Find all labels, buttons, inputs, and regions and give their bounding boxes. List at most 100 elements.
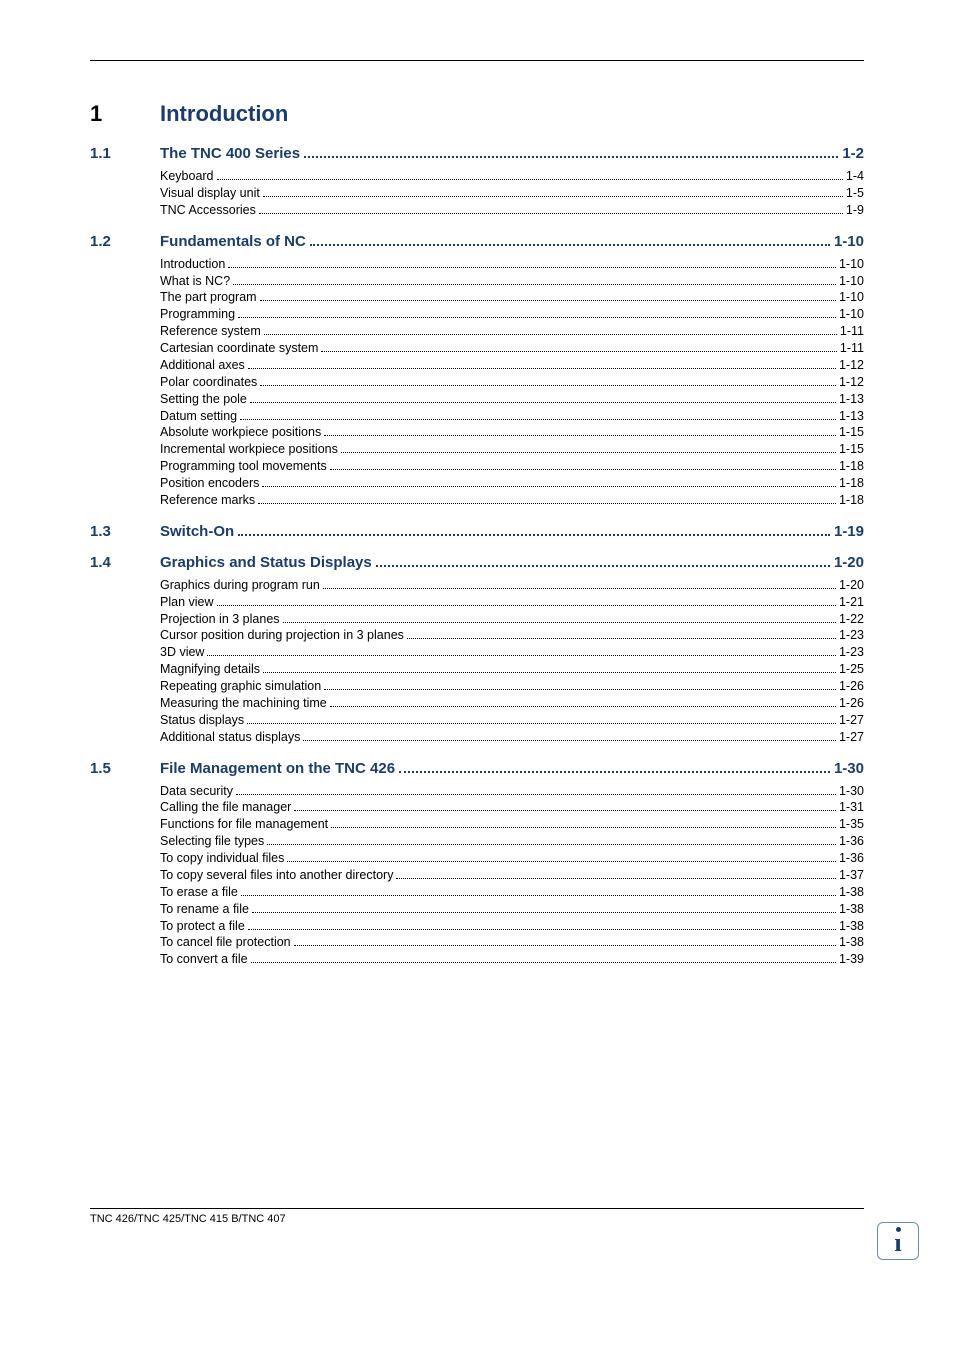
leader-dots	[263, 672, 836, 673]
table-of-contents: 1.1The TNC 400 Series1-2 Keyboard1-4Visua…	[90, 145, 864, 968]
entry-title: Plan view	[160, 594, 214, 611]
entry-page: 1-23	[839, 627, 864, 644]
leader-dots	[250, 402, 836, 403]
toc-entry[interactable]: What is NC?1-10	[160, 273, 864, 290]
toc-entry[interactable]: Cartesian coordinate system1-11	[160, 340, 864, 357]
toc-entry[interactable]: To protect a file1-38	[160, 918, 864, 935]
toc-entry[interactable]: Datum setting1-13	[160, 408, 864, 425]
section-page: 1-20	[834, 554, 864, 571]
entry-title: Repeating graphic simulation	[160, 678, 321, 695]
leader-dots	[330, 706, 836, 707]
toc-entry[interactable]: Calling the file manager1-31	[160, 799, 864, 816]
leader-dots	[233, 284, 836, 285]
entry-title: TNC Accessories	[160, 202, 256, 219]
toc-entry[interactable]: Plan view 1-21	[160, 594, 864, 611]
section-page: 1-19	[834, 523, 864, 540]
entry-page: 1-36	[839, 833, 864, 850]
entry-page: 1-5	[846, 185, 864, 202]
section-title: Graphics and Status Displays	[160, 554, 372, 571]
toc-entry[interactable]: Programming1-10	[160, 306, 864, 323]
toc-section: 1.5File Management on the TNC 4261-30Dat…	[90, 760, 864, 969]
entry-title: Measuring the machining time	[160, 695, 327, 712]
entry-page: 1-26	[839, 678, 864, 695]
leader-dots	[321, 351, 837, 352]
toc-entry[interactable]: To rename a file1-38	[160, 901, 864, 918]
toc-entry[interactable]: Repeating graphic simulation 1-26	[160, 678, 864, 695]
entry-title: To erase a file	[160, 884, 238, 901]
entry-title: To copy individual files	[160, 850, 284, 867]
toc-entry[interactable]: Visual display unit 1-5	[160, 185, 864, 202]
toc-entry[interactable]: To cancel file protection1-38	[160, 934, 864, 951]
toc-entry[interactable]: To convert a file 1-39	[160, 951, 864, 968]
toc-entry[interactable]: Reference marks1-18	[160, 492, 864, 509]
toc-entry[interactable]: Additional axes1-12	[160, 357, 864, 374]
entry-page: 1-36	[839, 850, 864, 867]
section-row[interactable]: 1.1The TNC 400 Series1-2	[90, 145, 864, 162]
entry-page: 1-10	[839, 306, 864, 323]
toc-entry[interactable]: Absolute workpiece positions 1-15	[160, 424, 864, 441]
section-row[interactable]: 1.3Switch-On1-19	[90, 523, 864, 540]
entry-title: To protect a file	[160, 918, 245, 935]
entry-page: 1-39	[839, 951, 864, 968]
entry-title: Additional axes	[160, 357, 245, 374]
leader-dots	[217, 605, 836, 606]
toc-entry[interactable]: Magnifying details1-25	[160, 661, 864, 678]
toc-entry[interactable]: To erase a file1-38	[160, 884, 864, 901]
section-page: 1-2	[842, 145, 864, 162]
toc-entry[interactable]: Selecting file types1-36	[160, 833, 864, 850]
section-title: Fundamentals of NC	[160, 233, 306, 250]
leader-dots	[294, 810, 836, 811]
toc-entry[interactable]: Setting the pole1-13	[160, 391, 864, 408]
entry-title: Functions for file management	[160, 816, 328, 833]
toc-entry[interactable]: Functions for file management1-35	[160, 816, 864, 833]
entry-page: 1-30	[839, 783, 864, 800]
toc-entry[interactable]: 3D view1-23	[160, 644, 864, 661]
entry-title: Absolute workpiece positions	[160, 424, 321, 441]
entry-title: Programming tool movements	[160, 458, 327, 475]
section-row[interactable]: 1.4Graphics and Status Displays1-20	[90, 554, 864, 571]
entry-page: 1-9	[846, 202, 864, 219]
toc-entry[interactable]: To copy several files into another direc…	[160, 867, 864, 884]
toc-entry[interactable]: Additional status displays1-27	[160, 729, 864, 746]
toc-entry[interactable]: Polar coordinates1-12	[160, 374, 864, 391]
entry-page: 1-18	[839, 475, 864, 492]
toc-entry[interactable]: Introduction1-10	[160, 256, 864, 273]
section-title: File Management on the TNC 426	[160, 760, 395, 777]
toc-entry[interactable]: Incremental workpiece positions1-15	[160, 441, 864, 458]
toc-entry[interactable]: Measuring the machining time1-26	[160, 695, 864, 712]
toc-entry[interactable]: The part program1-10	[160, 289, 864, 306]
toc-entry[interactable]: To copy individual files 1-36	[160, 850, 864, 867]
entry-title: To rename a file	[160, 901, 249, 918]
entry-page: 1-21	[839, 594, 864, 611]
toc-entry[interactable]: Reference system1-11	[160, 323, 864, 340]
entry-page: 1-13	[839, 408, 864, 425]
section-title-wrap: Fundamentals of NC1-10	[160, 233, 864, 250]
toc-entry[interactable]: Projection in 3 planes1-22	[160, 611, 864, 628]
entry-page: 1-15	[839, 424, 864, 441]
toc-entry[interactable]: Data security1-30	[160, 783, 864, 800]
entry-page: 1-37	[839, 867, 864, 884]
entry-page: 1-22	[839, 611, 864, 628]
entry-title: To convert a file	[160, 951, 248, 968]
section-number: 1.2	[90, 233, 160, 250]
entry-title: Visual display unit	[160, 185, 260, 202]
toc-entry[interactable]: Position encoders1-18	[160, 475, 864, 492]
info-icon[interactable]: ı	[877, 1222, 919, 1260]
toc-entry[interactable]: TNC Accessories 1-9	[160, 202, 864, 219]
toc-entry[interactable]: Cursor position during projection in 3 p…	[160, 627, 864, 644]
leader-dots	[267, 844, 836, 845]
section-row[interactable]: 1.5File Management on the TNC 4261-30	[90, 760, 864, 777]
toc-entry[interactable]: Graphics during program run1-20	[160, 577, 864, 594]
section-number: 1.5	[90, 760, 160, 777]
section-title-wrap: The TNC 400 Series1-2	[160, 145, 864, 162]
toc-section: 1.2Fundamentals of NC1-10Introduction1-1…	[90, 233, 864, 509]
leader-dots	[241, 895, 836, 896]
toc-entry[interactable]: Programming tool movements1-18	[160, 458, 864, 475]
leader-dots	[247, 723, 836, 724]
leader-dots	[303, 740, 836, 741]
toc-entry[interactable]: Status displays1-27	[160, 712, 864, 729]
leader-dots	[331, 827, 836, 828]
toc-entry[interactable]: Keyboard1-4	[160, 168, 864, 185]
section-row[interactable]: 1.2Fundamentals of NC1-10	[90, 233, 864, 250]
entry-title: Graphics during program run	[160, 577, 320, 594]
